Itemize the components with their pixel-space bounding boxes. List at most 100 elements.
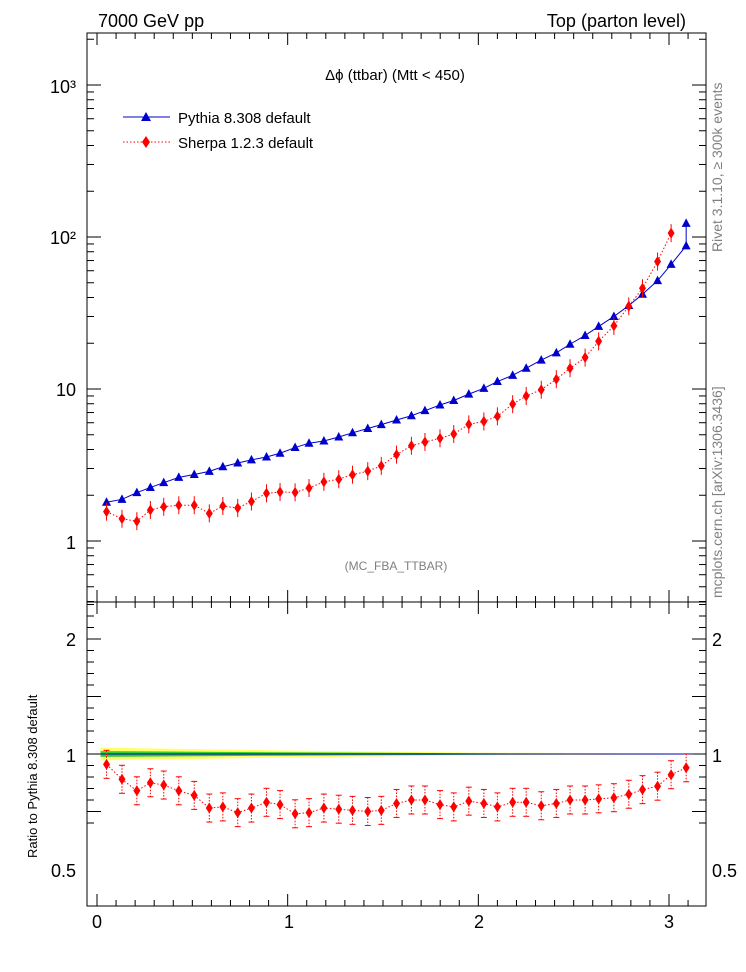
- legend-pythia-label: Pythia 8.308 default: [178, 110, 311, 127]
- pythia-marker: [246, 454, 256, 464]
- ratio-marker: [654, 780, 662, 792]
- ratio-uncertainty-band: [100, 747, 693, 761]
- sherpa-marker: [160, 501, 168, 513]
- ratio-marker: [234, 807, 242, 819]
- pythia-marker: [594, 321, 604, 330]
- ratio-marker: [247, 802, 255, 814]
- sherpa-marker: [190, 499, 198, 511]
- ratio-marker: [581, 794, 589, 806]
- pythia-marker: [508, 370, 518, 379]
- pythia-marker: [392, 415, 402, 424]
- sherpa-marker: [509, 398, 517, 410]
- pythia-marker: [681, 240, 691, 250]
- ratio-series: [103, 749, 690, 829]
- ratio-marker: [407, 794, 415, 806]
- pythia-marker: [262, 451, 272, 461]
- ratio-marker: [133, 785, 141, 797]
- pythia-marker: [420, 405, 430, 415]
- y-tick-label-10: 10: [56, 380, 76, 400]
- ratio-marker: [160, 779, 168, 791]
- ratio-marker: [335, 803, 343, 815]
- pythia-marker: [189, 469, 199, 478]
- ratio-marker: [190, 789, 198, 801]
- ratio-marker: [320, 802, 328, 814]
- ratio-marker: [566, 794, 574, 806]
- sherpa-marker: [377, 460, 385, 472]
- sherpa-marker: [595, 335, 603, 347]
- plot-title: Δϕ (ttbar) (Mtt < 450): [325, 67, 465, 84]
- sherpa-marker: [133, 515, 141, 527]
- x-tick-label-0: 0: [92, 912, 102, 932]
- pythia-marker: [275, 448, 285, 457]
- legend-sherpa-marker: [142, 136, 150, 148]
- sherpa-marker: [407, 440, 415, 452]
- ratio-tick-left-2: 2: [66, 630, 76, 650]
- ratio-marker: [118, 773, 126, 785]
- ratio-marker: [552, 797, 560, 809]
- sherpa-marker: [522, 390, 530, 402]
- header-right: Top (parton level): [547, 11, 686, 31]
- pythia-marker: [666, 259, 676, 268]
- sherpa-marker: [552, 373, 560, 385]
- ratio-marker: [625, 788, 633, 800]
- pythia-marker: [117, 494, 127, 503]
- x-tick-label-2: 2: [474, 912, 484, 932]
- pythia-marker: [145, 482, 155, 491]
- pythia-marker: [653, 275, 663, 285]
- pythia-marker: [609, 311, 619, 320]
- sherpa-marker: [175, 499, 183, 511]
- ratio-marker: [276, 799, 284, 811]
- rivet-label: Rivet 3.1.10, ≥ 300k events: [709, 82, 725, 252]
- pythia-marker: [204, 466, 214, 475]
- pythia-marker: [551, 347, 561, 357]
- y-tick-label-1: 1: [66, 533, 76, 553]
- sherpa-marker: [263, 487, 271, 499]
- ratio-marker: [450, 801, 458, 813]
- ratio-marker: [291, 808, 299, 820]
- ratio-marker: [393, 797, 401, 809]
- series-line-1: [106, 232, 672, 522]
- sherpa-marker: [219, 500, 227, 512]
- sherpa-marker: [320, 476, 328, 488]
- pythia-marker: [681, 218, 691, 227]
- ratio-marker: [493, 801, 501, 813]
- ratio-marker: [103, 758, 111, 770]
- pythia-marker: [334, 432, 344, 441]
- sherpa-marker: [247, 495, 255, 507]
- pythia-marker: [159, 477, 169, 487]
- sherpa-marker: [493, 410, 501, 422]
- pythia-marker: [290, 442, 300, 452]
- watermark: (MC_FBA_TTBAR): [345, 559, 448, 573]
- pythia-marker: [565, 339, 575, 348]
- ratio-marker: [421, 794, 429, 806]
- sherpa-marker: [393, 449, 401, 461]
- sherpa-marker: [638, 282, 646, 294]
- sherpa-marker: [625, 300, 633, 312]
- sherpa-marker: [291, 486, 299, 498]
- sherpa-marker: [335, 473, 343, 485]
- axis-ticks: [87, 33, 706, 906]
- x-tick-label-3: 3: [664, 912, 674, 932]
- ratio-marker: [667, 769, 675, 781]
- ratio-marker: [610, 792, 618, 804]
- main-series: [102, 218, 691, 531]
- ratio-marker: [348, 804, 356, 816]
- sherpa-marker: [205, 507, 213, 519]
- pythia-marker: [319, 435, 329, 445]
- pythia-marker: [464, 389, 474, 398]
- pythia-marker: [347, 427, 357, 437]
- x-tick-label-1: 1: [284, 912, 294, 932]
- sherpa-marker: [276, 486, 284, 498]
- sherpa-marker: [465, 418, 473, 430]
- pythia-marker: [536, 355, 546, 364]
- ratio-line: [106, 763, 687, 815]
- mcplots-label: mcplots.cern.ch [arXiv:1306.3436]: [709, 386, 725, 598]
- sherpa-marker: [654, 255, 662, 267]
- pythia-marker: [479, 383, 489, 392]
- ratio-marker: [219, 801, 227, 813]
- sherpa-marker: [421, 436, 429, 448]
- ratio-marker: [537, 800, 545, 812]
- ratio-marker: [595, 793, 603, 805]
- pythia-marker: [580, 330, 590, 339]
